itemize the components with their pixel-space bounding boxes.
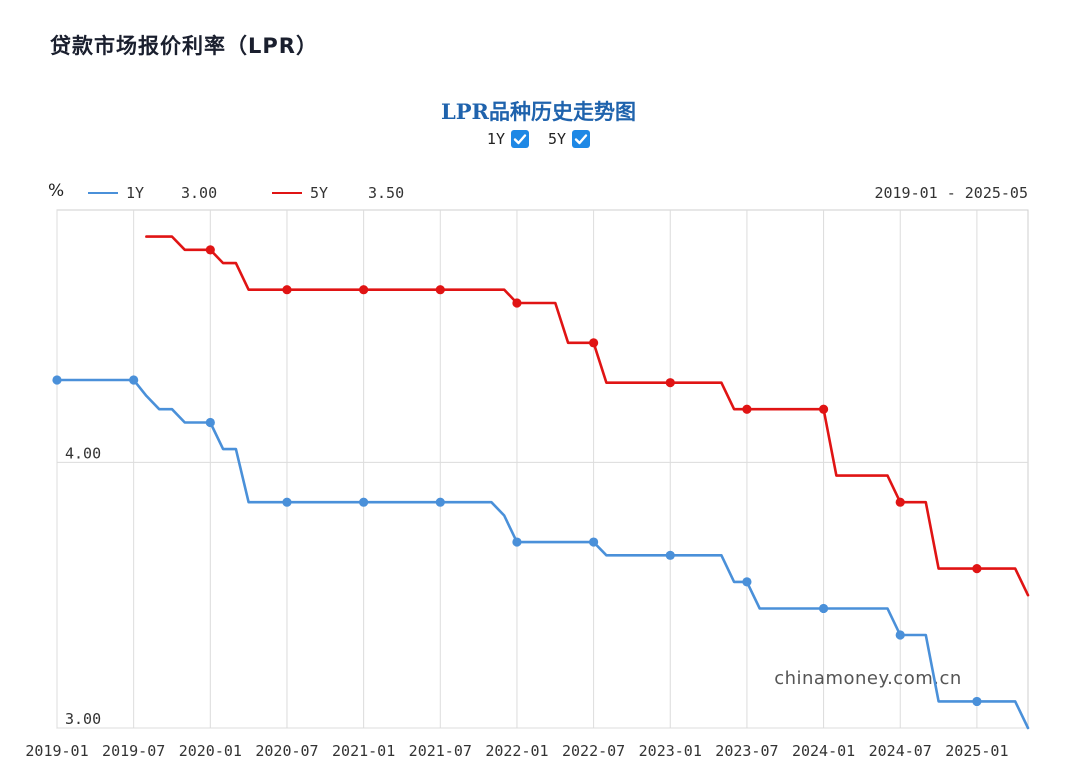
data-point-1y[interactable] [665,550,675,560]
x-tick-label: 2021-07 [409,742,472,760]
data-point-5y[interactable] [818,404,829,414]
x-tick-label: 2019-07 [102,742,165,760]
data-point-5y[interactable] [742,404,752,414]
legend-1y-value: 3.00 [181,184,217,202]
plot-frame [56,209,1029,729]
data-point-1y[interactable] [589,537,599,547]
data-point-5y[interactable] [589,338,599,348]
chart-title: LPR品种历史走势图 [440,99,636,124]
series-toggles: 1Y 5Y [0,130,1077,148]
x-tick-label: 2019-01 [25,742,88,760]
toggle-5y-label: 5Y [548,130,567,148]
data-point-1y[interactable] [435,497,445,507]
legend: 1Y 3.00 5Y 3.50 [88,184,404,202]
checkbox-checked-icon[interactable] [572,130,591,148]
y-tick-label: 4.00 [65,444,101,462]
series-layer [52,235,1030,730]
x-tick-label: 2024-07 [869,742,932,760]
data-point-5y[interactable] [282,285,292,295]
x-tick-label: 2023-01 [639,742,702,760]
y-tick-label: 3.00 [65,710,101,728]
data-point-5y[interactable] [359,285,369,295]
data-point-1y[interactable] [282,497,292,507]
toggle-1y-label: 1Y [486,130,505,148]
data-point-1y[interactable] [52,375,62,385]
toggle-5y[interactable]: 5Y [548,130,591,148]
data-point-1y[interactable] [818,603,829,614]
x-tick-label: 2023-07 [715,742,778,760]
data-point-1y[interactable] [972,696,982,707]
legend-5y-value: 3.50 [368,184,404,202]
data-point-5y[interactable] [205,245,215,255]
y-unit-label: % [48,181,64,201]
watermark: chinamoney.com.cn [774,668,962,689]
checkbox-checked-icon[interactable] [510,130,529,148]
x-tick-label: 2020-01 [179,742,242,760]
data-point-1y[interactable] [205,417,215,428]
x-tick-label: 2025-01 [945,742,1008,760]
data-point-5y[interactable] [665,378,675,388]
x-tick-label: 2020-07 [255,742,318,760]
data-point-1y[interactable] [359,497,369,507]
data-point-5y[interactable] [435,285,445,295]
legend-1y-name: 1Y [126,184,144,202]
data-point-1y[interactable] [129,375,139,385]
data-point-5y[interactable] [512,298,522,308]
page-heading: 贷款市场报价利率（LPR） [50,34,318,58]
x-tick-label: 2021-01 [332,742,395,760]
x-tick-label: 2022-07 [562,742,625,760]
data-point-1y[interactable] [512,537,522,547]
data-point-5y[interactable] [895,497,905,507]
data-point-1y[interactable] [895,630,905,640]
series-line-1y [55,378,1030,730]
x-tick-label: 2024-01 [792,742,855,760]
date-range: 2019-01 - 2025-05 [874,184,1028,202]
grid [56,209,1029,729]
toggle-1y[interactable]: 1Y [487,130,529,148]
legend-5y-name: 5Y [310,184,328,202]
x-axis-ticks: 2019-01 2019-07 2020-01 2020-07 2021-01 2021-… [25,742,1008,760]
data-point-5y[interactable] [972,564,982,574]
x-tick-label: 2022-01 [485,742,548,760]
y-axis-ticks: 4.00 3.00 [65,444,101,728]
data-point-1y[interactable] [742,577,752,587]
